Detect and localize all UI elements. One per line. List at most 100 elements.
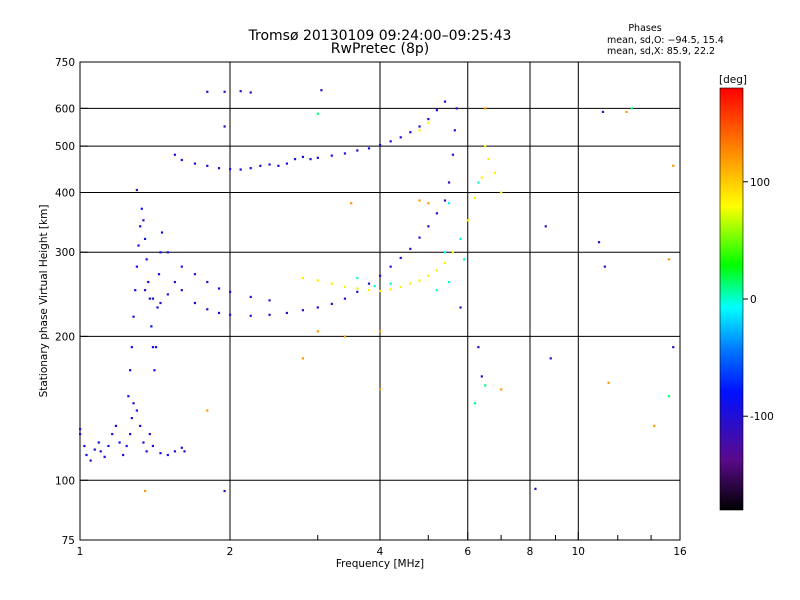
data-point xyxy=(166,453,169,457)
data-point xyxy=(239,90,242,93)
data-point xyxy=(477,181,480,184)
data-point xyxy=(672,346,675,349)
data-point xyxy=(607,381,610,384)
data-point xyxy=(447,181,451,184)
data-point xyxy=(151,444,155,448)
data-point xyxy=(173,450,177,453)
colorbar-gradient xyxy=(719,87,744,511)
data-point xyxy=(159,452,162,455)
data-point xyxy=(229,290,232,293)
data-point xyxy=(97,441,100,444)
data-point xyxy=(427,274,430,277)
data-point xyxy=(409,282,412,285)
data-point xyxy=(79,428,82,431)
data-point xyxy=(129,432,132,436)
data-point xyxy=(145,258,148,261)
data-point xyxy=(389,288,392,291)
data-point xyxy=(350,202,353,205)
data-point xyxy=(293,158,297,161)
data-point xyxy=(129,369,132,372)
data-point xyxy=(166,293,169,296)
data-point xyxy=(217,311,221,315)
data-point xyxy=(435,109,438,112)
data-point xyxy=(229,313,232,316)
data-point xyxy=(132,315,135,318)
x-tick-label: 1 xyxy=(77,546,84,558)
data-point xyxy=(330,282,333,285)
x-tick-label: 8 xyxy=(527,546,534,558)
data-point xyxy=(316,306,319,309)
data-point xyxy=(343,152,347,155)
data-point xyxy=(480,375,483,378)
data-point xyxy=(427,117,430,121)
data-point xyxy=(157,273,161,276)
colorbar-ticks: 100 0 -100 xyxy=(743,177,774,423)
data-point xyxy=(193,301,197,305)
data-point xyxy=(473,196,477,199)
data-point xyxy=(630,107,633,110)
data-point xyxy=(143,237,147,241)
data-point xyxy=(443,251,447,254)
data-point xyxy=(143,289,147,292)
data-point xyxy=(142,441,145,444)
axis-ticks: 1 2 4 6 8 10 16 75 100 200 300 400 500 600 750 xyxy=(55,57,687,558)
data-point xyxy=(285,162,288,165)
data-point xyxy=(316,330,319,333)
y-tick-label: 75 xyxy=(62,535,75,547)
data-point xyxy=(455,107,458,110)
y-tick-label: 100 xyxy=(55,475,75,487)
data-point xyxy=(367,147,371,150)
data-point xyxy=(601,110,605,114)
data-point xyxy=(443,100,447,103)
data-point xyxy=(130,346,133,349)
stats-heading: Phases xyxy=(628,23,661,34)
colorbar-label: [deg] xyxy=(719,74,747,86)
data-point xyxy=(379,388,382,391)
data-point xyxy=(139,225,142,228)
data-point xyxy=(166,251,169,254)
data-point xyxy=(134,289,137,292)
x-tick-label: 16 xyxy=(673,546,687,558)
x-tick-label: 6 xyxy=(464,546,471,558)
data-point xyxy=(451,251,455,254)
data-point xyxy=(301,276,305,280)
x-axis-label: Frequency [MHz] xyxy=(336,558,424,570)
data-point xyxy=(330,154,333,157)
data-point xyxy=(379,289,382,293)
data-point xyxy=(160,231,164,234)
data-point xyxy=(316,112,319,115)
data-point xyxy=(435,212,438,215)
data-point xyxy=(625,110,628,114)
data-point xyxy=(484,145,487,148)
data-point xyxy=(447,202,451,205)
data-point xyxy=(103,455,106,458)
data-point xyxy=(667,258,671,261)
data-point xyxy=(356,149,359,152)
data-point xyxy=(343,297,347,300)
data-point xyxy=(480,176,483,179)
data-point xyxy=(193,273,197,276)
data-point xyxy=(544,225,547,228)
data-point xyxy=(356,287,359,290)
data-point xyxy=(435,289,438,292)
data-point xyxy=(459,306,462,309)
data-point xyxy=(206,308,209,311)
data-point xyxy=(447,280,451,284)
data-point xyxy=(367,289,371,292)
data-point xyxy=(389,265,392,268)
data-point xyxy=(249,314,252,317)
y-tick-label: 200 xyxy=(55,331,75,343)
data-point xyxy=(672,164,675,167)
data-point xyxy=(151,346,155,349)
data-point xyxy=(148,432,151,436)
data-point xyxy=(140,207,143,210)
data-point xyxy=(139,424,142,428)
data-point xyxy=(373,284,376,288)
data-point xyxy=(379,330,382,333)
data-point xyxy=(156,306,159,309)
data-point xyxy=(173,153,177,156)
data-point xyxy=(453,129,456,132)
data-point xyxy=(534,487,537,490)
data-point xyxy=(239,168,242,171)
